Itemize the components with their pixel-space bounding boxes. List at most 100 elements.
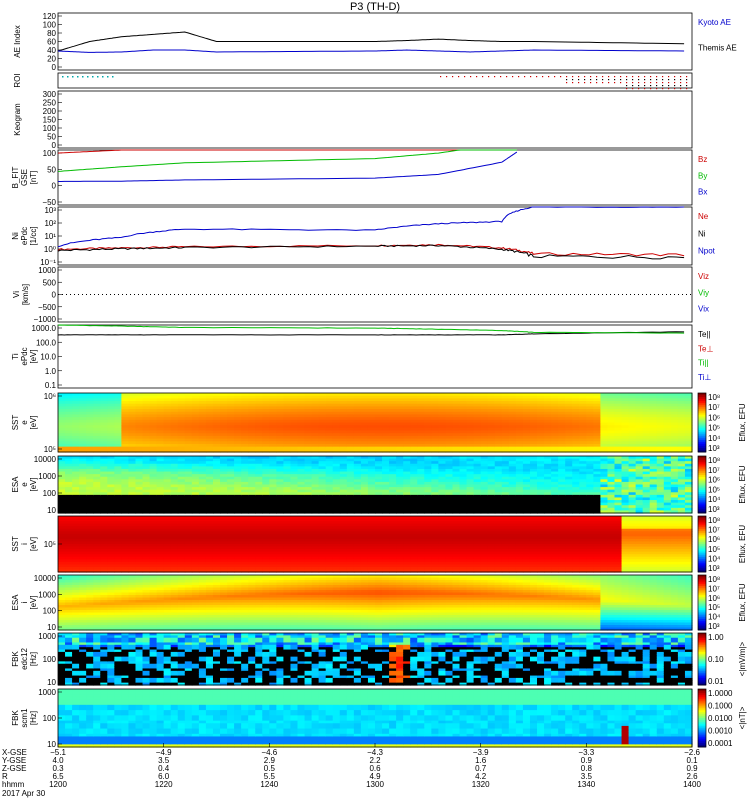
spectrogram-cell (367, 435, 376, 440)
spectrogram-cell (191, 500, 200, 504)
spectrogram-cell (508, 471, 517, 475)
spectrogram-cell (93, 559, 101, 563)
spectrogram-cell (58, 476, 66, 480)
spectrogram-cell (100, 474, 108, 478)
spectrogram-cell (572, 409, 580, 413)
spectrogram-cell (677, 476, 686, 480)
spectrogram-cell (325, 419, 334, 424)
spectrogram-cell (72, 430, 80, 434)
spectrogram-cell (149, 564, 158, 568)
y-tick-label: 10¹ (44, 232, 56, 241)
spectrogram-cell (191, 507, 200, 512)
spectrogram-cell (297, 393, 306, 397)
spectrogram-cell (121, 468, 130, 473)
spectrogram-cell (663, 468, 672, 473)
spectrogram-cell (170, 427, 179, 432)
spectrogram-cell (311, 494, 320, 499)
spectrogram-cell (642, 466, 651, 470)
spectrogram-cell (93, 401, 101, 405)
spectrogram-cell (114, 441, 122, 445)
spectrogram-cell (79, 425, 87, 429)
spectrogram-cell (332, 406, 341, 410)
spectrogram-cell (382, 425, 390, 429)
spectrogram-cell (156, 505, 165, 509)
spectrogram-cell (508, 476, 517, 480)
spectrogram-cell (65, 466, 73, 470)
spectrogram-cell (522, 401, 531, 405)
spectrogram-cell (65, 526, 73, 530)
spectrogram-cell (93, 403, 101, 408)
spectrogram-cell (649, 494, 658, 499)
spectrogram-cell (628, 406, 637, 410)
spectrogram-cell (551, 449, 559, 453)
spectrogram-cell (360, 401, 369, 405)
spectrogram-cell (445, 471, 454, 475)
spectrogram-cell (114, 526, 122, 530)
spectrogram-cell (628, 414, 637, 418)
spectrogram-cell (346, 406, 355, 410)
spectrogram-cell (621, 471, 630, 475)
spectrogram-cell (551, 427, 559, 432)
spectrogram-cell (79, 549, 87, 553)
spectrogram-cell (325, 468, 334, 473)
spectrogram-cell (198, 461, 207, 465)
spectrogram-cell (149, 430, 158, 434)
spectrogram-cell (234, 510, 242, 514)
spectrogram-cell (600, 403, 609, 408)
colorbar-cell (698, 408, 706, 412)
spectrogram-cell (79, 406, 87, 410)
spectrogram-cell (86, 528, 94, 532)
spectrogram-cell (163, 494, 172, 499)
spectrogram-cell (382, 446, 390, 450)
spectrogram-cell (58, 438, 66, 442)
spectrogram-cell (403, 422, 411, 426)
spectrogram-cell (121, 427, 130, 432)
spectrogram-cell (473, 393, 482, 397)
spectrogram-cell (431, 456, 439, 460)
spectrogram-cell (128, 489, 137, 493)
spectrogram-cell (473, 461, 482, 465)
spectrogram-cell (205, 487, 214, 491)
spectrogram-cell (593, 401, 602, 405)
spectrogram-cell (551, 505, 559, 509)
spectrogram-cell (438, 443, 447, 448)
spectrogram-cell (297, 487, 306, 491)
spectrogram-cell (445, 497, 454, 501)
spectrogram-cell (283, 446, 292, 450)
panel-background (58, 91, 692, 148)
spectrogram-cell (79, 446, 87, 450)
spectrogram-cell (424, 411, 432, 416)
spectrogram-cell (607, 422, 616, 426)
spectrogram-cell (93, 484, 101, 488)
spectrogram-cell (72, 438, 80, 442)
spectrogram-cell (642, 427, 651, 432)
spectrogram-cell (58, 538, 66, 543)
spectrogram-cell (156, 489, 165, 493)
spectrogram-cell (431, 466, 439, 470)
spectrogram-cell (72, 446, 80, 450)
spectrogram-cell (459, 433, 468, 437)
spectrogram-cell (487, 466, 496, 470)
colorbar-cell (698, 497, 706, 501)
spectrogram-cell (79, 489, 87, 493)
spectrogram-cell (311, 500, 320, 504)
spectrogram-cell (72, 425, 80, 429)
spectrogram-cell (508, 510, 517, 514)
spectrogram-cell (628, 446, 637, 450)
spectrogram-cell (473, 502, 482, 506)
spectrogram-cell (579, 398, 587, 402)
spectrogram-cell (58, 551, 66, 555)
spectrogram-cell (234, 492, 242, 496)
spectrogram-cell (515, 507, 524, 512)
spectrogram-cell (65, 479, 73, 483)
spectrogram-cell (565, 466, 573, 470)
spectrogram-cell (79, 484, 87, 488)
spectrogram-cell (290, 435, 299, 440)
spectrogram-cell (114, 433, 122, 437)
spectrogram-cell (586, 463, 594, 467)
y-axis-label: AE Index (13, 25, 22, 57)
spectrogram-cell (628, 461, 637, 465)
spectrogram-cell (417, 446, 425, 450)
spectrogram-cell (438, 505, 447, 509)
